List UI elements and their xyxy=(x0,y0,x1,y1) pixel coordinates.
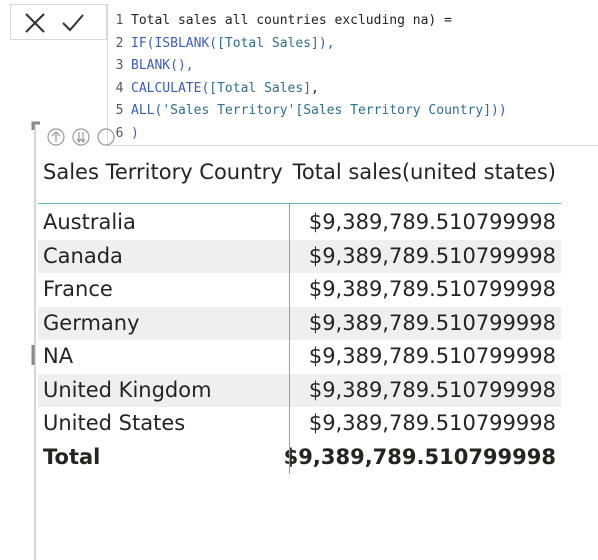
sales-cell: $9,389,789.510799998 xyxy=(308,411,556,435)
row-band xyxy=(38,306,561,340)
code-token: )) xyxy=(491,103,507,119)
country-cell: Australia xyxy=(43,210,136,234)
code-token: Total sales all countries excluding na) … xyxy=(131,13,452,28)
sales-cell: $9,389,789.510799998 xyxy=(308,277,556,301)
sales-cell: $9,389,789.510799998 xyxy=(308,310,556,335)
formula-editor[interactable]: 1 Total sales all countries excluding na)… xyxy=(107,4,598,146)
country-cell: United Kingdom xyxy=(43,377,212,402)
code-token: BLANK(), xyxy=(131,58,194,74)
header-cell: Sales Territory Country xyxy=(43,160,283,184)
code-token: ), xyxy=(318,35,335,51)
code-line: 1 Total sales all countries excluding na)… xyxy=(108,8,452,30)
code-token: ) xyxy=(131,126,139,141)
code-line: 6) xyxy=(108,121,139,143)
commit-button[interactable] xyxy=(62,14,84,32)
row-band xyxy=(38,373,561,407)
line-number: 1 xyxy=(115,13,124,28)
line-number: 2 xyxy=(115,35,124,51)
row-band xyxy=(38,239,561,273)
cancel-button[interactable] xyxy=(25,13,45,33)
sales-cell: $9,389,789.510799998 xyxy=(308,344,556,368)
country-cell: NA xyxy=(43,344,74,368)
total-label: Total xyxy=(43,444,101,469)
code-line: 4 CALCULATE([Total Sales], xyxy=(108,76,319,98)
line-number: 5 xyxy=(115,103,124,119)
line-number: 4 xyxy=(115,80,124,96)
code-token: 'Sales Territory'[Sales Territory Countr… xyxy=(162,103,492,119)
code-token: CALCULATE( xyxy=(131,80,210,96)
line-number: 6 xyxy=(115,126,124,141)
column-separator xyxy=(289,203,290,474)
country-cell: Germany xyxy=(43,310,140,335)
country-cell: France xyxy=(43,277,113,301)
code-token: , xyxy=(311,80,319,96)
total-value: $9,389,789.510799998 xyxy=(283,444,556,469)
formula-buttons xyxy=(10,4,107,40)
header-icons[interactable] xyxy=(47,128,115,146)
code-token: [Total Sales] xyxy=(209,80,312,96)
code-line: 2 IF(ISBLANK([Total Sales]), xyxy=(108,31,335,53)
code-line: 5 ALL('Sales Territory'[Sales Territory C… xyxy=(108,98,507,120)
sales-cell: $9,389,789.510799998 xyxy=(308,243,556,268)
button-icons xyxy=(25,13,84,33)
code-token: [Total Sales] xyxy=(217,35,319,51)
code-token: IF(ISBLANK( xyxy=(131,35,218,51)
country-cell: Canada xyxy=(43,243,123,268)
header-rule xyxy=(38,203,561,204)
sales-cell: $9,389,789.510799998 xyxy=(308,210,556,234)
line-number: 3 xyxy=(115,58,124,74)
header-cell: Total sales(united states) xyxy=(292,160,556,184)
code-line: 3 BLANK(), xyxy=(108,53,194,75)
code-token: ALL( xyxy=(131,103,163,119)
country-cell: United States xyxy=(43,411,186,435)
sales-cell: $9,389,789.510799998 xyxy=(308,377,556,402)
